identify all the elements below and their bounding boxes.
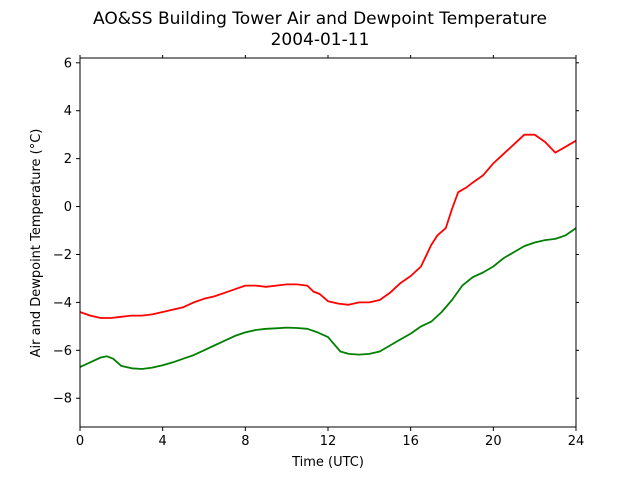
x-tick-label: 8 bbox=[241, 434, 249, 449]
y-tick-label: 4 bbox=[64, 104, 72, 119]
x-axis-label: Time (UTC) bbox=[291, 455, 364, 470]
x-tick-label: 16 bbox=[402, 434, 419, 449]
chart-subtitle: 2004-01-11 bbox=[271, 30, 370, 50]
y-tick-label: −8 bbox=[53, 392, 72, 407]
y-tick-label: −4 bbox=[53, 296, 72, 311]
y-tick-label: 0 bbox=[64, 200, 72, 215]
chart-title: AO&SS Building Tower Air and Dewpoint Te… bbox=[93, 9, 547, 29]
series-line-1 bbox=[79, 133, 577, 319]
x-tick-label: 12 bbox=[320, 434, 337, 449]
x-tick-label: 20 bbox=[485, 434, 502, 449]
x-tick-label: 24 bbox=[568, 434, 585, 449]
x-tick-label: 0 bbox=[76, 434, 84, 449]
series-line-2 bbox=[79, 227, 577, 370]
y-tick-label: 2 bbox=[64, 152, 72, 167]
y-tick-label: 6 bbox=[64, 56, 72, 71]
plot-frame bbox=[79, 57, 577, 428]
x-tick-label: 4 bbox=[159, 434, 167, 449]
y-tick-label: −6 bbox=[53, 344, 72, 359]
y-tick-label: −2 bbox=[53, 248, 72, 263]
y-axis-label: Air and Dewpoint Temperature (°C) bbox=[29, 129, 44, 358]
